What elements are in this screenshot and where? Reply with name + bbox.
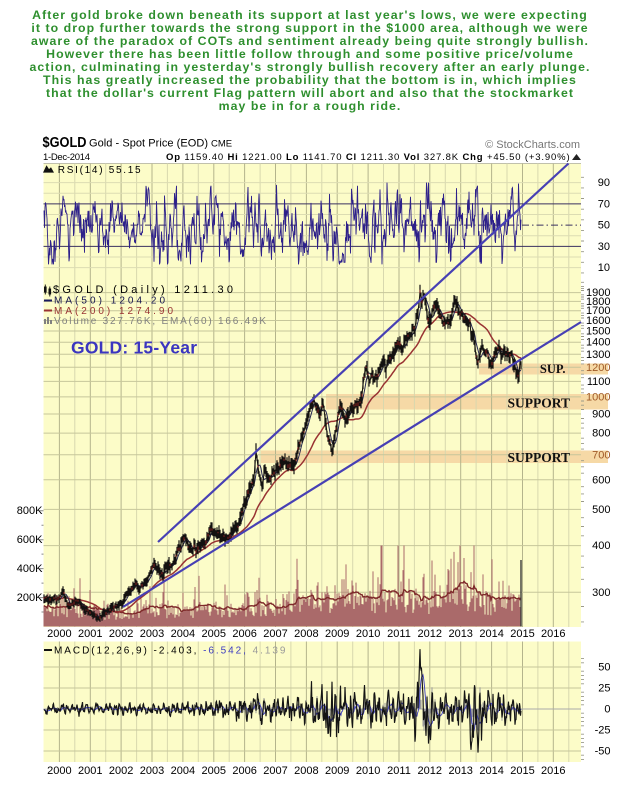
svg-text:2003: 2003 <box>140 765 164 777</box>
svg-text:However there has been little: However there has been little follow thr… <box>46 47 574 61</box>
svg-text:2002: 2002 <box>109 765 133 777</box>
svg-text:2013: 2013 <box>448 628 472 640</box>
svg-text:2014: 2014 <box>479 765 503 777</box>
svg-text:This has greatly increased the: This has greatly increased the probabili… <box>43 73 577 87</box>
svg-text:2007: 2007 <box>263 628 287 640</box>
svg-text:2016: 2016 <box>541 628 565 640</box>
svg-text:2004: 2004 <box>171 765 195 777</box>
svg-text:2008: 2008 <box>294 765 318 777</box>
svg-text:1200: 1200 <box>586 362 610 374</box>
svg-text:© StockCharts.com: © StockCharts.com <box>485 139 580 151</box>
svg-text:1700: 1700 <box>586 305 610 317</box>
svg-text:2007: 2007 <box>263 765 287 777</box>
svg-text:2012: 2012 <box>418 628 442 640</box>
svg-text:1000: 1000 <box>586 391 610 403</box>
svg-text:MA(200) 1274.90: MA(200) 1274.90 <box>54 306 173 317</box>
svg-text:1100: 1100 <box>587 376 611 388</box>
svg-text:RSI(14) 55.15: RSI(14) 55.15 <box>58 165 141 176</box>
svg-text:500: 500 <box>592 504 610 516</box>
svg-text:1800: 1800 <box>586 296 610 308</box>
svg-text:2006: 2006 <box>232 765 256 777</box>
svg-text:2005: 2005 <box>202 628 226 640</box>
svg-text:800: 800 <box>592 428 610 440</box>
svg-text:MACD(12,26,9) -2.403, -6.542,: MACD(12,26,9) -2.403, -6.542, 4.139 <box>54 646 287 657</box>
svg-text:Op 1159.40 Hi 1221.00 Lo 1141.: Op 1159.40 Hi 1221.00 Lo 1141.70 Cl 1211… <box>166 152 570 163</box>
svg-text:SUP.: SUP. <box>540 362 566 376</box>
svg-text:90: 90 <box>598 177 610 189</box>
svg-text:300: 300 <box>592 587 610 599</box>
svg-text:10: 10 <box>598 262 610 274</box>
svg-text:1900: 1900 <box>586 287 610 299</box>
svg-text:200K: 200K <box>17 592 43 604</box>
svg-text:700: 700 <box>592 449 610 461</box>
svg-text:CME: CME <box>211 139 232 150</box>
svg-text:that the dollar's current Flag: that the dollar's current Flag pattern w… <box>46 86 574 100</box>
svg-text:25: 25 <box>598 683 610 695</box>
svg-text:Gold - Spot Price (EOD): Gold - Spot Price (EOD) <box>89 138 208 150</box>
svg-text:2000: 2000 <box>47 628 71 640</box>
svg-text:SUPPORT: SUPPORT <box>507 450 570 465</box>
svg-text:2003: 2003 <box>140 628 164 640</box>
svg-text:2009: 2009 <box>325 765 349 777</box>
svg-text:1400: 1400 <box>586 337 610 349</box>
svg-text:600K: 600K <box>17 534 43 546</box>
svg-text:-25: -25 <box>595 725 611 737</box>
svg-text:1-Dec-2014: 1-Dec-2014 <box>43 152 90 163</box>
svg-text:400K: 400K <box>17 563 43 575</box>
svg-text:2011: 2011 <box>387 765 411 777</box>
svg-text:GOLD: 15-Year: GOLD: 15-Year <box>71 338 197 358</box>
svg-text:2014: 2014 <box>479 628 503 640</box>
svg-text:1300: 1300 <box>586 349 610 361</box>
svg-text:0: 0 <box>604 704 610 716</box>
svg-text:600: 600 <box>592 474 610 486</box>
svg-text:2000: 2000 <box>47 765 71 777</box>
svg-text:2001: 2001 <box>78 628 102 640</box>
svg-text:$GOLD: $GOLD <box>43 135 87 151</box>
svg-text:it to drop further towards the: it to drop further towards the strong su… <box>31 21 588 35</box>
svg-text:400: 400 <box>592 540 610 552</box>
svg-text:$GOLD (Daily) 1211.30: $GOLD (Daily) 1211.30 <box>53 284 233 296</box>
svg-text:2012: 2012 <box>418 765 442 777</box>
svg-text:2009: 2009 <box>325 628 349 640</box>
svg-text:2008: 2008 <box>294 628 318 640</box>
svg-text:After gold broke down beneath: After gold broke down beneath its suppor… <box>32 8 588 22</box>
svg-text:2016: 2016 <box>541 765 565 777</box>
svg-text:2006: 2006 <box>232 628 256 640</box>
svg-text:1500: 1500 <box>586 326 610 338</box>
svg-text:900: 900 <box>592 409 610 421</box>
svg-text:2002: 2002 <box>109 628 133 640</box>
svg-text:70: 70 <box>598 198 610 210</box>
svg-text:may be in for a rough ride.: may be in for a rough ride. <box>219 99 402 113</box>
svg-text:30: 30 <box>598 241 610 253</box>
svg-text:50: 50 <box>598 662 610 674</box>
svg-text:2013: 2013 <box>448 765 472 777</box>
svg-text:action, culminating in yesterd: action, culminating in yesterday's stron… <box>30 60 591 74</box>
svg-text:50: 50 <box>598 220 610 232</box>
svg-text:2005: 2005 <box>202 765 226 777</box>
svg-text:800K: 800K <box>17 505 43 517</box>
svg-text:2010: 2010 <box>356 628 380 640</box>
svg-text:aware of the paradox of COTs a: aware of the paradox of COTs and sentime… <box>31 34 589 48</box>
svg-text:2010: 2010 <box>356 765 380 777</box>
svg-text:2015: 2015 <box>510 765 534 777</box>
svg-text:2011: 2011 <box>387 628 411 640</box>
svg-text:2001: 2001 <box>78 765 102 777</box>
svg-text:-50: -50 <box>595 746 611 758</box>
svg-text:2004: 2004 <box>171 628 195 640</box>
svg-text:SUPPORT: SUPPORT <box>507 396 570 411</box>
svg-text:2015: 2015 <box>510 628 534 640</box>
svg-text:1600: 1600 <box>586 315 610 327</box>
